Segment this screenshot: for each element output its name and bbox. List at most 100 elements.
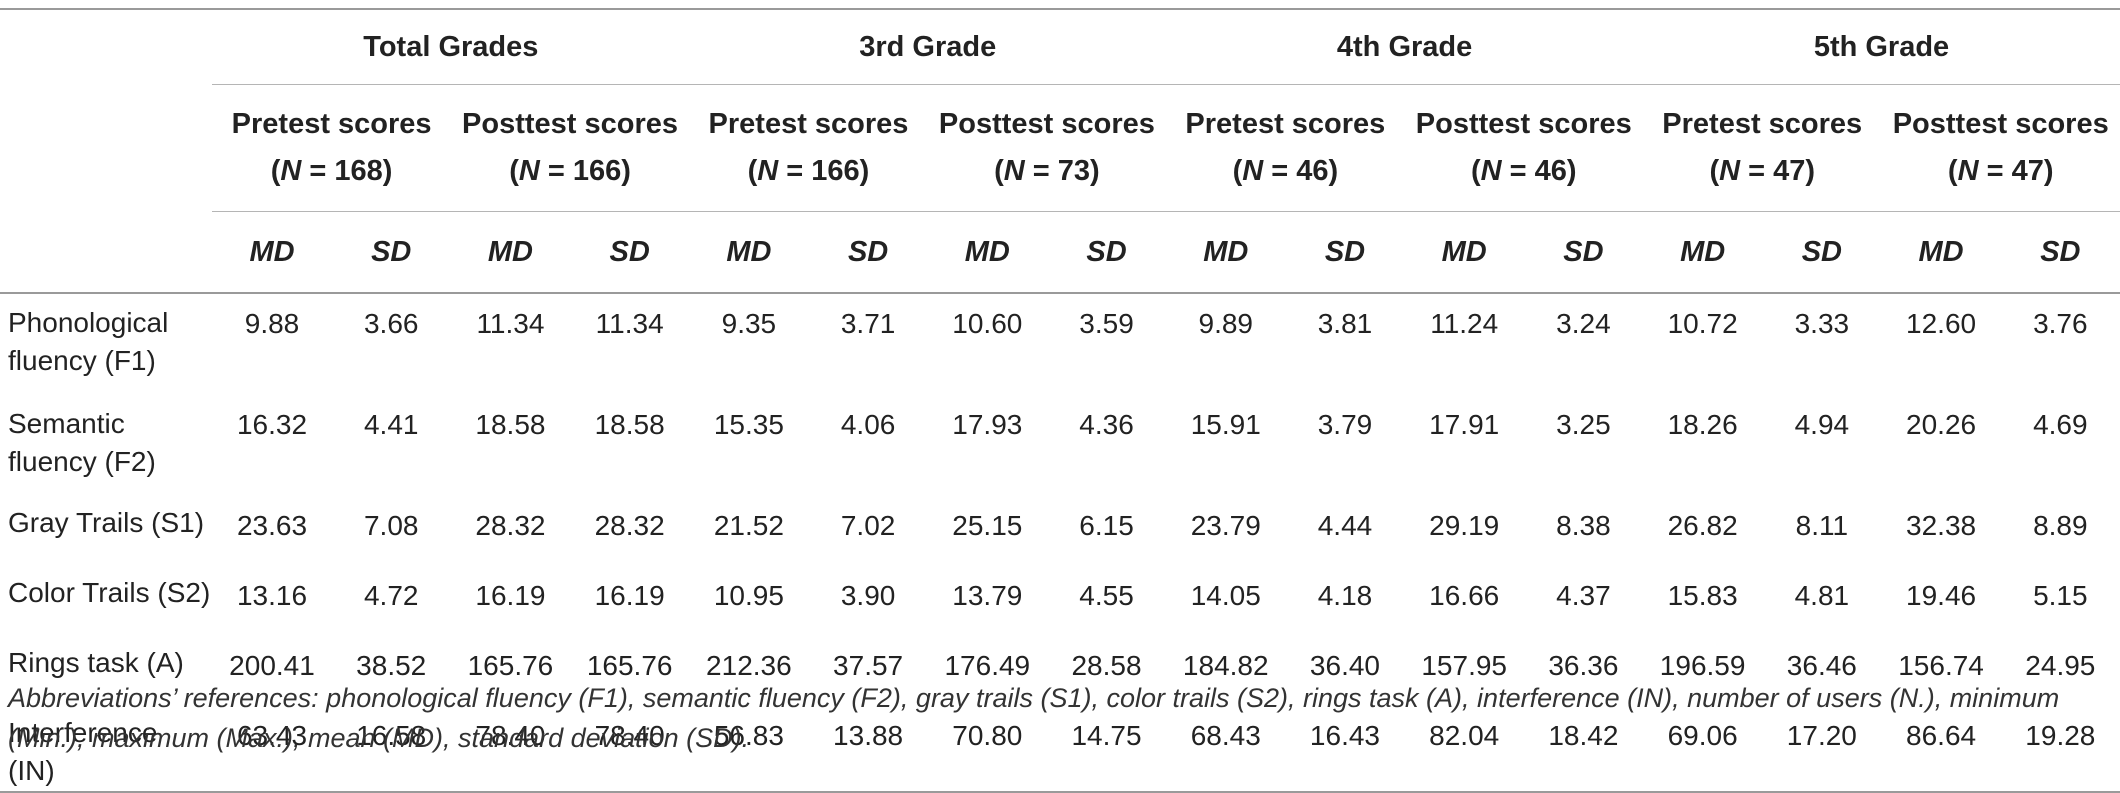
group-label: Posttest scores (462, 108, 679, 140)
sd-value: 36.40 (1309, 650, 1380, 681)
md-value: 23.79 (1190, 510, 1261, 541)
md-value: 10.60 (952, 308, 1023, 339)
sd-value: 3.24 (1556, 308, 1611, 339)
sd-value: 28.32 (594, 510, 665, 541)
group-label: Pretest scores (708, 108, 909, 140)
sd-value: 3.79 (1317, 409, 1373, 440)
sd-value: 4.69 (2033, 409, 2088, 440)
sd-value: 24.95 (2025, 650, 2096, 681)
row-label: Color Trails (S2) (8, 577, 211, 608)
md-value: 32.38 (1906, 510, 1977, 541)
md-value: 23.63 (236, 510, 308, 541)
sd-value: 37.57 (833, 650, 904, 681)
group-n: (N = 46) (1471, 155, 1577, 187)
grade-header: Total Grades (212, 8, 690, 85)
row-label: Rings task (A) (8, 647, 184, 678)
group-n: (N = 166) (509, 155, 631, 187)
grade-header: 3rd Grade (689, 8, 1167, 85)
sd-value: 4.72 (363, 580, 419, 611)
group-label: Pretest scores (1662, 108, 1863, 140)
row-label: Phonological fluency (F1) (8, 307, 169, 376)
md-value: 15.83 (1667, 580, 1738, 611)
md-value: 184.82 (1182, 650, 1269, 681)
md-value: 13.79 (952, 580, 1023, 611)
group-n: (N = 73) (994, 155, 1100, 187)
group-header: Posttest scores (N = 46) (1404, 84, 1644, 212)
table-row: Phonological fluency (F1) 9.88 3.66 11.34 11… (0, 293, 2120, 395)
document-page: Total Grades 3rd Grade 4th Grade 5th Gra… (0, 8, 2120, 793)
md-value: 10.72 (1667, 308, 1738, 339)
group-n: (N = 47) (1709, 155, 1816, 187)
group-label: Pretest scores (1185, 108, 1386, 140)
md-value: 165.76 (467, 650, 554, 681)
stat-header-sd: SD (1762, 211, 1882, 294)
group-label: Posttest scores (1415, 108, 1632, 140)
sd-value: 4.94 (1794, 409, 1850, 440)
table-row: Gray Trails (S1) 23.63 7.08 28.32 28.32 21.52… (0, 496, 2120, 566)
md-value: 200.41 (229, 650, 315, 681)
sd-value: 3.33 (1794, 308, 1850, 339)
sd-value: 8.89 (2033, 510, 2088, 541)
group-header: Posttest scores (N = 47) (1881, 84, 2120, 212)
group-label: Posttest scores (938, 108, 1155, 140)
stat-header-sd: SD (1523, 211, 1644, 294)
md-value: 11.24 (1430, 308, 1499, 339)
stat-header-sd: SD (1285, 211, 1405, 294)
sd-value: 4.55 (1079, 580, 1134, 611)
group-header: Posttest scores (N = 73) (927, 84, 1167, 212)
md-value: 11.34 (476, 308, 545, 339)
table-row: Semantic fluency (F2) 16.32 4.41 18.58 18.58… (0, 395, 2120, 496)
sd-value: 16.19 (594, 580, 665, 611)
sd-value: 8.11 (1795, 510, 1849, 541)
sd-value: 7.08 (363, 510, 419, 541)
results-table: Total Grades 3rd Grade 4th Grade 5th Gra… (0, 8, 2120, 793)
sd-value: 11.34 (595, 308, 664, 339)
md-value: 29.19 (1429, 510, 1500, 541)
group-header: Posttest scores (N = 166) (450, 84, 690, 212)
md-value: 9.35 (721, 308, 777, 339)
sd-value: 3.25 (1556, 409, 1611, 440)
sd-value: 36.36 (1548, 650, 1619, 681)
sd-value: 4.06 (840, 409, 896, 440)
md-value: 9.89 (1198, 308, 1254, 339)
md-value: 16.19 (475, 580, 546, 611)
sd-value: 4.44 (1317, 510, 1373, 541)
corner-cell (0, 85, 212, 212)
group-header: Pretest scores (N = 47) (1643, 84, 1882, 212)
table-footnote: Abbreviations’ references: phonological … (8, 683, 2060, 753)
stat-header-md: MD (1166, 211, 1286, 294)
sd-value: 6.15 (1079, 510, 1134, 541)
stat-header-md: MD (927, 211, 1047, 294)
md-value: 18.58 (475, 409, 546, 440)
md-value: 156.74 (1898, 650, 1984, 681)
corner-cell (0, 8, 213, 85)
md-value: 18.26 (1667, 409, 1738, 440)
group-header: Pretest scores (N = 46) (1166, 84, 1405, 212)
md-value: 21.52 (713, 510, 784, 541)
grade-header: 5th Grade (1643, 8, 2120, 85)
sd-value: 38.52 (356, 650, 427, 681)
stat-header-md: MD (450, 211, 571, 294)
sd-value: 4.41 (363, 409, 419, 440)
group-n: (N = 166) (747, 155, 870, 187)
md-value: 20.26 (1906, 409, 1977, 440)
md-value: 9.88 (244, 308, 300, 339)
md-value: 196.59 (1659, 650, 1746, 681)
row-label: Semantic fluency (F2) (8, 408, 156, 477)
sd-value: 36.46 (1786, 650, 1857, 681)
sd-value: 3.66 (363, 308, 419, 339)
stat-header-sd: SD (808, 211, 928, 294)
stat-header-md: MD (1404, 211, 1524, 294)
stat-header-md: MD (1881, 211, 2001, 294)
sd-value: 165.76 (586, 650, 673, 681)
md-value: 26.82 (1667, 510, 1738, 541)
group-header: Pretest scores (N = 166) (689, 84, 928, 212)
sd-value: 4.81 (1794, 580, 1850, 611)
group-header: Pretest scores (N = 168) (212, 84, 451, 212)
group-n: (N = 46) (1232, 155, 1339, 187)
stat-header-row: MD SD MD SD MD SD MD SD MD SD MD SD MD S… (0, 211, 2120, 294)
stat-header-sd: SD (570, 211, 690, 294)
stat-header-sd: SD (1046, 211, 1167, 294)
table-row: Rings task (A) 200.41 38.52 165.76 165.76 212… (0, 636, 2120, 706)
stat-header-md: MD (1643, 211, 1763, 294)
